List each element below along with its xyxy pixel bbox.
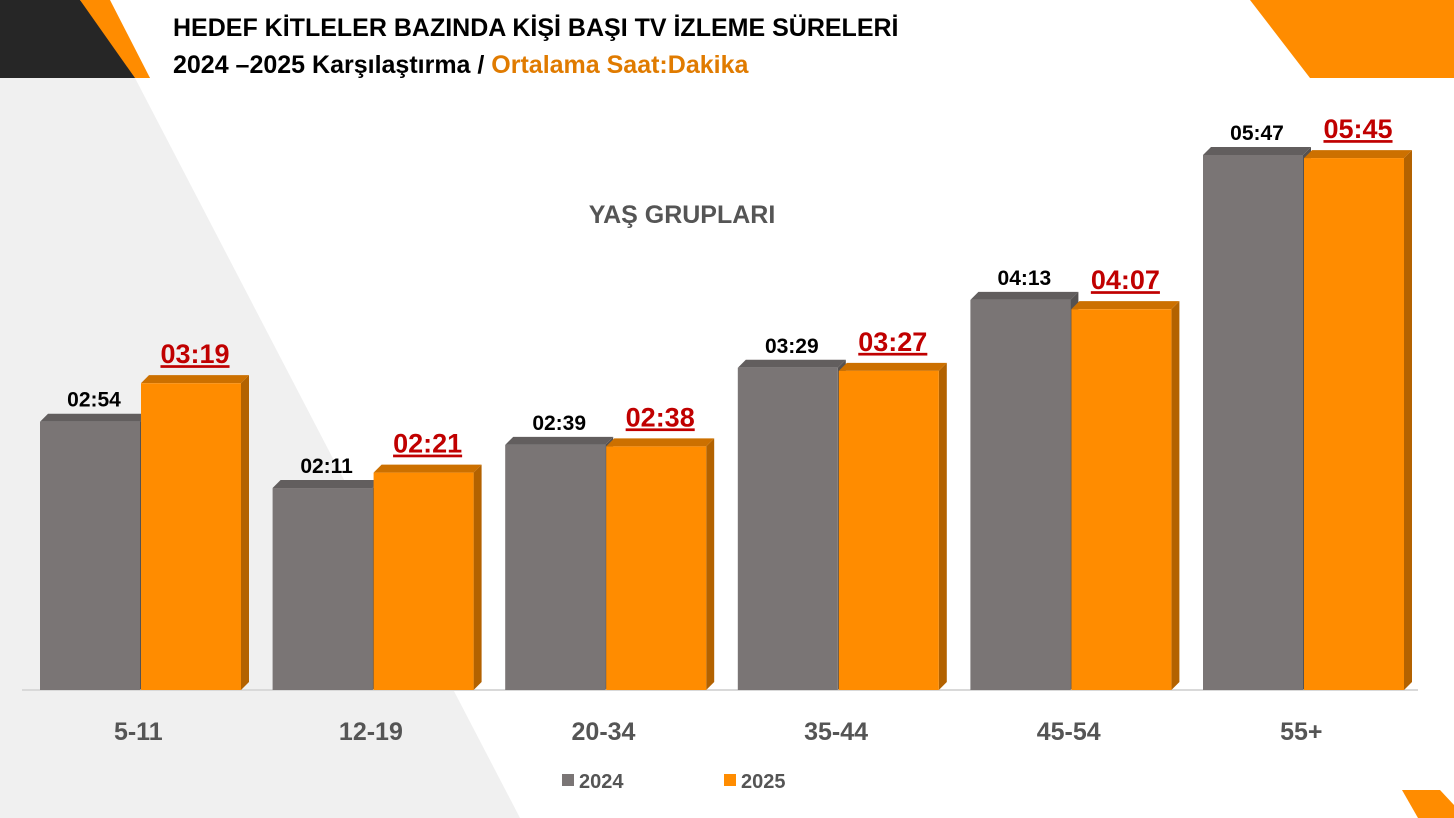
- bar: [373, 472, 474, 690]
- value-label: 03:29: [765, 335, 819, 358]
- corner-dark: [0, 0, 150, 78]
- corner-orange-bottom: [1402, 790, 1454, 818]
- bar-top: [606, 438, 715, 447]
- x-tick-label: 12-19: [339, 718, 403, 746]
- bar: [1304, 158, 1404, 691]
- subtitle-text: 2024 –2025 Karşılaştırma /: [173, 51, 491, 79]
- bar-top: [737, 359, 846, 368]
- legend-swatch: [724, 774, 736, 786]
- bar-top: [141, 375, 249, 384]
- value-label: 02:21: [393, 429, 462, 459]
- bar-side: [241, 375, 249, 690]
- value-label: 02:38: [626, 402, 695, 432]
- value-label: 02:11: [300, 455, 353, 478]
- bar: [272, 488, 373, 690]
- bar-top: [838, 362, 947, 371]
- x-tick-label: 20-34: [572, 718, 636, 746]
- bar: [505, 444, 606, 690]
- value-label: 05:45: [1323, 114, 1392, 144]
- bar-top: [1304, 150, 1412, 159]
- x-tick-label: 35-44: [804, 718, 868, 746]
- bar-top: [40, 413, 148, 422]
- bar-top: [970, 291, 1079, 300]
- title: HEDEF KİTLELER BAZINDA KİŞİ BAŞI TV İZLE…: [173, 13, 899, 42]
- bar: [141, 383, 241, 690]
- bar-side: [473, 464, 482, 690]
- bar-top: [505, 436, 614, 445]
- bar-side: [938, 362, 947, 690]
- bar: [838, 370, 939, 690]
- bar-top: [1203, 147, 1311, 155]
- bar: [1203, 155, 1303, 690]
- bar: [1071, 309, 1172, 690]
- x-tick-label: 45-54: [1037, 718, 1101, 746]
- bar: [606, 446, 707, 690]
- value-label: 03:19: [160, 339, 229, 369]
- legend-label: 2025: [741, 771, 786, 793]
- bar-top: [272, 480, 381, 489]
- value-label: 04:13: [998, 267, 1052, 290]
- legend-label: 2024: [579, 771, 624, 793]
- corner-accent: [80, 0, 150, 78]
- corner-orange: [1250, 0, 1454, 78]
- value-label: 02:54: [67, 389, 121, 412]
- bar-side: [706, 438, 715, 690]
- x-tick-label: 55+: [1280, 718, 1322, 746]
- bar-side: [1171, 301, 1180, 690]
- subtitle: 2024 –2025 Karşılaştırma / Ortalama Saat…: [173, 51, 749, 79]
- value-label: 03:27: [858, 327, 927, 357]
- legend-swatch: [562, 774, 574, 786]
- x-tick-label: 5-11: [114, 718, 163, 746]
- annotation: YAŞ GRUPLARI: [589, 201, 776, 229]
- value-label: 05:47: [1230, 122, 1284, 145]
- bar-side: [1404, 150, 1412, 691]
- bar-top: [1071, 301, 1180, 310]
- bar-top: [373, 464, 482, 473]
- bar: [970, 299, 1071, 690]
- subtitle-highlight: Ortalama Saat:Dakika: [491, 51, 749, 79]
- value-label: 02:39: [532, 412, 586, 435]
- bar: [737, 367, 838, 690]
- bar: [40, 421, 140, 690]
- value-label: 04:07: [1091, 265, 1160, 295]
